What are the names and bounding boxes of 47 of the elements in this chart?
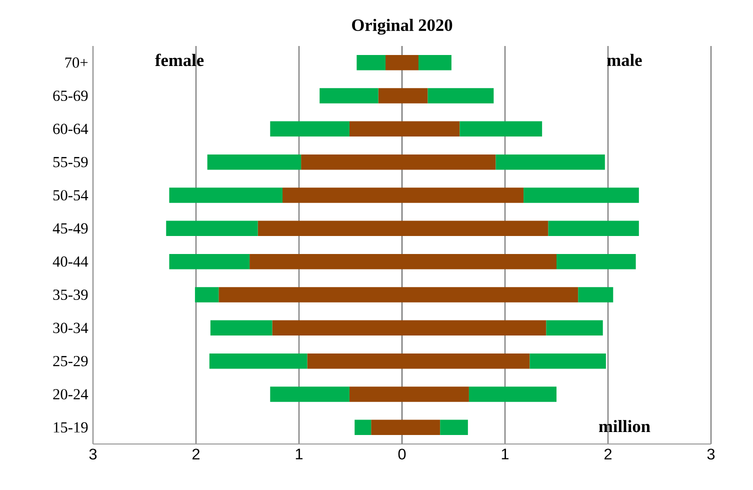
annotation: million (598, 420, 650, 432)
y-tick-label: 65-69 (53, 90, 88, 101)
bar (524, 188, 639, 203)
bar (169, 254, 250, 270)
bar (428, 88, 494, 104)
chart-title: Original 2020 (352, 18, 452, 35)
bar (418, 54, 452, 70)
y-tick-label: 30-34 (53, 322, 88, 334)
x-tick-label: 3 (707, 448, 715, 460)
y-tick-label: 55-59 (53, 156, 88, 168)
x-tick-label: 1 (296, 448, 303, 460)
bar (270, 386, 350, 402)
annotation: female (155, 54, 204, 66)
y-tick-label: 25-29 (53, 356, 88, 366)
y-tick-label: 20-24 (53, 389, 88, 400)
bar (169, 188, 283, 203)
bar (578, 287, 614, 302)
bar (194, 287, 219, 302)
bar (440, 420, 468, 436)
x-tick-label: 0 (398, 448, 406, 460)
bar (166, 220, 258, 236)
y-tick-label: 35-39 (53, 290, 88, 300)
bar (270, 121, 350, 137)
bar (209, 353, 308, 369)
bar (210, 320, 272, 336)
y-tick-label: 40-44 (52, 256, 88, 267)
y-tick-label: 15-19 (54, 422, 88, 433)
y-tick-label: 60-64 (53, 124, 88, 134)
x-tick-label: 1 (502, 448, 509, 460)
y-tick-label: 50-54 (53, 190, 88, 200)
bar (320, 88, 378, 104)
bar (548, 220, 639, 236)
y-tick-label: 45-49 (52, 223, 88, 234)
bar (468, 386, 557, 402)
x-tick-label: 2 (604, 448, 612, 460)
bar (496, 154, 605, 170)
bar (546, 320, 603, 336)
annotation: male (607, 54, 642, 66)
y-tick-label: 70+ (65, 57, 88, 68)
bar (356, 54, 386, 70)
bar (354, 420, 372, 436)
x-tick-label: 3 (89, 448, 97, 460)
bar (207, 154, 302, 170)
x-tick-label: 2 (192, 448, 200, 460)
bar (530, 353, 606, 369)
bar (556, 254, 636, 270)
bar (460, 121, 542, 137)
